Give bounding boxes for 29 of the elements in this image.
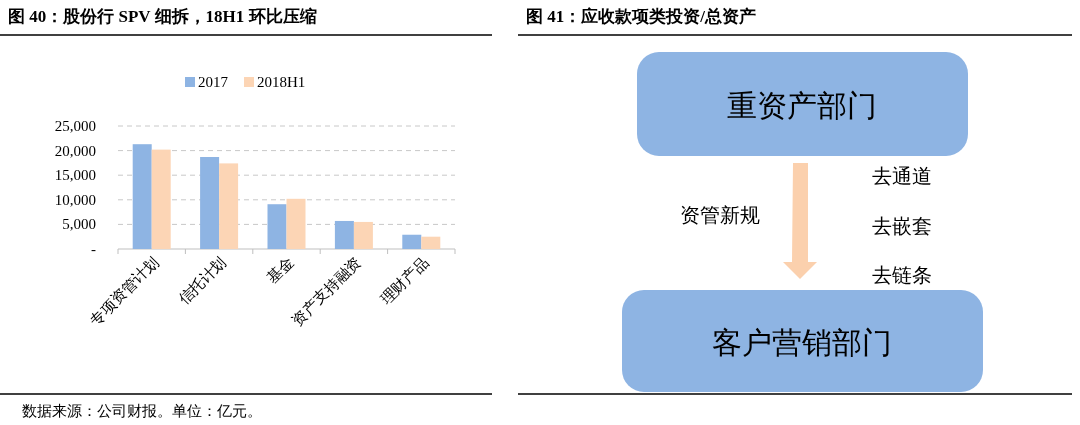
text: 图 41：应收款项类投资/总资产 <box>526 7 756 26</box>
bar <box>402 234 422 249</box>
bar <box>286 198 306 249</box>
x-tick-label: 理财产品 <box>377 253 432 308</box>
chart-title: 图 40：股份行 SPV 细拆，18H1 环比压缩 <box>8 7 317 26</box>
bar <box>267 204 287 249</box>
x-tick-label: 基金 <box>264 253 297 287</box>
text: 客户营销部门 <box>712 326 892 359</box>
bar <box>200 157 220 249</box>
x-tick-label: 信托计划 <box>175 253 230 308</box>
text: 重资产部门 <box>727 89 877 122</box>
y-tick-label: 15,000 <box>54 167 96 184</box>
text: 资管新规 <box>680 204 760 226</box>
y-tick-label: 10,000 <box>54 191 96 208</box>
bar <box>421 236 441 249</box>
y-tick-label: 25,000 <box>54 118 96 134</box>
text: 去嵌套 <box>872 215 932 237</box>
legend-label: 2017 <box>198 74 229 90</box>
bar <box>219 163 239 249</box>
bar <box>353 221 373 249</box>
y-tick-label: 20,000 <box>54 142 96 159</box>
y-tick-label: 5,000 <box>62 216 96 233</box>
text: 去链条 <box>872 264 932 286</box>
legend-label: 2018H1 <box>257 74 306 90</box>
bar <box>334 220 354 249</box>
source-note: 数据来源：公司财报。单位：亿元。 <box>22 403 262 419</box>
text: 去通道 <box>872 165 932 187</box>
bar <box>151 149 171 249</box>
bar <box>132 144 152 249</box>
